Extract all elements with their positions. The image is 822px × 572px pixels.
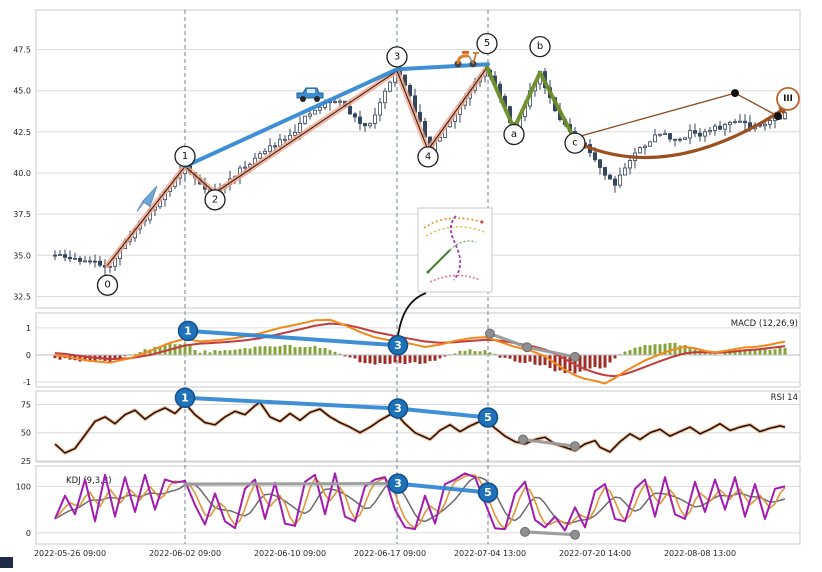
wave-label-2: 2 [212, 194, 218, 205]
correction-abc-green [485, 65, 577, 143]
price-ytick: 47.5 [13, 46, 31, 55]
macd-histogram [36, 342, 800, 374]
wave-circle-0 [96, 274, 119, 296]
kdj-mark-3 [387, 473, 409, 494]
icons [136, 50, 479, 212]
price-ytick: 45.0 [13, 87, 31, 96]
price-ytick: 42.5 [13, 128, 31, 137]
x-tick-label: 2022-06-02 09:00 [149, 549, 221, 558]
kdj-ytick: 100 [16, 482, 31, 491]
dot [518, 434, 528, 445]
svg-text:3: 3 [394, 402, 402, 415]
wave-label-0: 0 [104, 280, 110, 291]
macd-ytick: 0 [26, 351, 31, 360]
dot [570, 351, 580, 362]
x-tick-label: 2022-06-17 09:00 [354, 549, 426, 558]
kdj-gray-line-1-3 [183, 482, 399, 486]
wave-annotations: 0 1 2 3 4 5 a b c III [96, 32, 800, 296]
dot [731, 89, 739, 98]
dot [570, 441, 580, 452]
macd-mark-1 [177, 320, 199, 342]
corner-artifact [0, 557, 13, 568]
x-tick-label: 2022-05-26 09:00 [34, 549, 106, 558]
svg-text:3: 3 [394, 339, 402, 352]
macd-lines [54, 318, 786, 385]
indicator-marks: 1 3 1 3 5 3 5 [174, 320, 499, 503]
dot [570, 529, 580, 540]
wave-circle-b [529, 35, 551, 58]
wave-label-1: 1 [182, 151, 188, 162]
macd-ytick: -1 [23, 378, 31, 387]
rsi-gray-line [521, 437, 577, 448]
wave-circle-III [776, 87, 800, 111]
kdj-divergence-blue [396, 481, 490, 495]
van-icon [296, 87, 324, 102]
rsi-line [53, 400, 786, 455]
svg-text:1: 1 [184, 324, 192, 337]
kdj-gray-line-low [523, 530, 577, 537]
x-tick-label: 2022-06-10 09:00 [254, 549, 326, 558]
wave-circle-1 [174, 145, 196, 168]
dot [485, 328, 495, 339]
wave-circle-3 [386, 46, 408, 68]
wave-circle-a [503, 123, 525, 146]
dot [520, 526, 530, 537]
wave-circle-5 [476, 32, 498, 55]
kdj-ytick: 0 [26, 529, 31, 538]
wave-circle-2 [204, 189, 226, 211]
wave-label-b: b [537, 41, 543, 52]
wave-label-a: a [511, 129, 517, 140]
inset-thumbnail [397, 207, 493, 337]
trendline-blue-1-3-5 [183, 62, 490, 169]
scooter-icon [454, 50, 479, 68]
macd-gray-line [488, 332, 577, 359]
wave-label-c: c [572, 138, 578, 149]
wave-label-III: III [783, 94, 793, 104]
wave-label-3: 3 [394, 51, 400, 62]
rsi-ytick: 50 [21, 429, 31, 438]
x-tick-label: 2022-07-20 14:00 [559, 549, 631, 558]
price-ytick: 32.5 [13, 293, 31, 302]
projection-curve-brown [573, 103, 791, 160]
price-ytick: 40.0 [13, 169, 31, 178]
kdj-mark-5 [477, 482, 499, 503]
svg-text:1: 1 [181, 391, 189, 404]
wave-circle-c [564, 132, 586, 154]
rsi-mark-1 [174, 387, 196, 409]
kdj-lines [54, 472, 786, 532]
annotation-dots [485, 89, 782, 540]
macd-mark-3 [387, 335, 409, 356]
svg-text:3: 3 [394, 477, 402, 490]
rsi-title: RSI 14 [771, 393, 798, 403]
macd-ytick: 1 [26, 324, 31, 333]
macd-divergence-blue [186, 328, 400, 348]
wave-label-5: 5 [484, 38, 490, 49]
kdj-title: KDJ (9,3,3) [66, 476, 112, 486]
rsi-ytick: 75 [21, 401, 31, 410]
rsi-mark-3 [387, 398, 409, 419]
svg-text:5: 5 [484, 486, 492, 499]
rsi-ytick: 25 [21, 457, 31, 466]
wave-line-black [107, 67, 488, 266]
price-ytick: 35.0 [13, 251, 31, 260]
callout-line [397, 292, 427, 337]
dot [522, 342, 532, 353]
plane-icon [136, 185, 158, 212]
dot [774, 112, 782, 121]
x-tick-label: 2022-07-04 13:00 [454, 549, 526, 558]
macd-title: MACD (12,26,9) [731, 319, 798, 329]
x-tick-label: 2022-08-08 13:00 [664, 549, 736, 558]
svg-text:5: 5 [484, 411, 492, 424]
x-axis-labels: 2022-05-26 09:00 2022-06-02 09:00 2022-06-… [34, 549, 736, 558]
price-ytick: 37.5 [13, 210, 31, 219]
wave-circle-4 [417, 146, 439, 168]
rsi-mark-5 [477, 407, 499, 428]
wave-label-4: 4 [425, 151, 431, 162]
